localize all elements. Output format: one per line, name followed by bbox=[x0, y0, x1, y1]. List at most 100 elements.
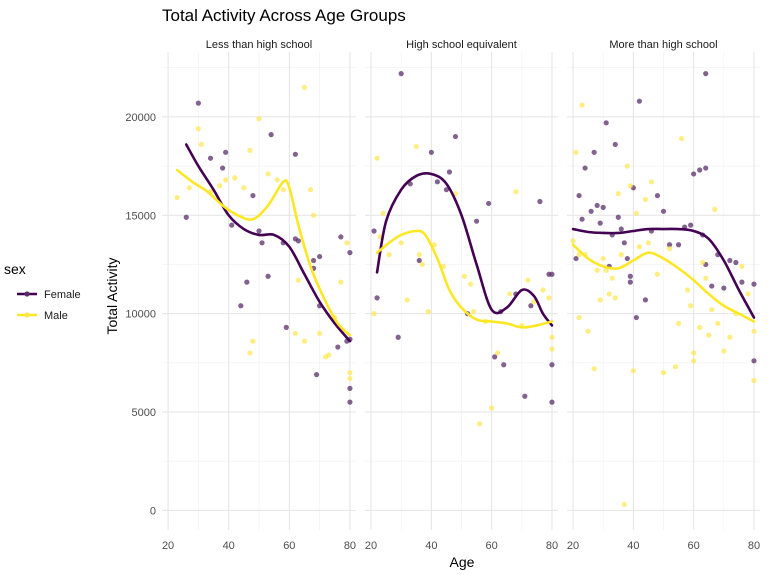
data-point-male bbox=[549, 346, 555, 352]
data-point-male bbox=[256, 116, 262, 122]
data-point-male bbox=[295, 277, 302, 283]
data-point-female bbox=[434, 179, 440, 185]
data-point-male bbox=[751, 328, 757, 334]
data-point-male bbox=[609, 275, 615, 281]
data-point-male bbox=[691, 358, 697, 364]
data-point-male bbox=[636, 244, 642, 250]
data-point-male bbox=[489, 405, 495, 411]
y-tick-label: 15000 bbox=[125, 210, 156, 222]
data-point-male bbox=[232, 175, 238, 181]
data-point-male bbox=[398, 240, 404, 246]
data-point-female bbox=[654, 192, 661, 199]
data-point-female bbox=[265, 273, 271, 279]
data-point-female bbox=[675, 242, 682, 248]
data-point-female bbox=[268, 132, 274, 138]
data-point-female bbox=[573, 255, 579, 262]
x-tick-label: 40 bbox=[627, 540, 639, 552]
data-point-female bbox=[492, 354, 498, 360]
data-point-male bbox=[579, 102, 585, 108]
data-point-female bbox=[615, 214, 621, 220]
legend-key-point-male bbox=[24, 312, 30, 318]
data-point-male bbox=[549, 334, 555, 340]
data-point-female bbox=[727, 257, 733, 264]
smooth-line-male bbox=[175, 168, 352, 337]
y-tick-label: 10000 bbox=[125, 309, 156, 321]
data-point-female bbox=[347, 385, 353, 391]
data-point-male bbox=[675, 320, 682, 327]
data-point-male bbox=[317, 330, 323, 336]
smooth-line-male bbox=[375, 229, 554, 329]
x-tick-label: 40 bbox=[223, 540, 235, 552]
facet-panels: Less than high school 20 40 60 80 0 5000 10000 1… bbox=[125, 39, 760, 552]
data-point-female bbox=[642, 297, 649, 303]
data-point-male bbox=[413, 143, 419, 150]
smooth-line-male bbox=[571, 243, 756, 323]
data-point-female bbox=[452, 133, 459, 140]
data-point-male bbox=[721, 348, 727, 354]
data-point-female bbox=[591, 149, 597, 155]
data-point-male bbox=[624, 163, 630, 169]
data-point-male bbox=[371, 311, 377, 317]
data-point-male bbox=[570, 238, 576, 244]
data-point-female bbox=[446, 169, 453, 175]
data-point-male bbox=[630, 368, 636, 374]
data-point-male bbox=[654, 271, 661, 277]
data-point-male bbox=[660, 370, 667, 376]
x-tick-label: 60 bbox=[283, 540, 295, 552]
data-point-male bbox=[573, 149, 579, 155]
x-tick-label: 80 bbox=[748, 540, 760, 552]
data-point-male bbox=[531, 299, 537, 305]
data-point-male bbox=[467, 281, 474, 287]
data-point-male bbox=[247, 350, 253, 356]
data-point-female bbox=[371, 228, 377, 234]
data-point-male bbox=[195, 126, 201, 132]
data-point-female bbox=[703, 71, 709, 77]
data-point-male bbox=[513, 189, 519, 195]
data-point-male bbox=[374, 155, 380, 161]
y-tick-label: 0 bbox=[150, 505, 156, 517]
data-point-male bbox=[591, 366, 597, 372]
facet-panel: More than high school 20 40 60 80 bbox=[567, 39, 760, 552]
data-point-female bbox=[256, 228, 262, 234]
data-point-male bbox=[419, 261, 425, 268]
data-point-female bbox=[594, 202, 600, 209]
data-point-female bbox=[223, 149, 229, 155]
x-axis-label: Age bbox=[450, 554, 475, 570]
data-point-male bbox=[576, 314, 582, 321]
legend: sex Female Male bbox=[4, 261, 81, 322]
data-point-male bbox=[678, 135, 685, 142]
data-point-female bbox=[428, 149, 434, 155]
data-point-male bbox=[274, 177, 280, 183]
data-point-male bbox=[241, 185, 247, 191]
data-point-male bbox=[301, 338, 308, 344]
data-point-male bbox=[223, 177, 229, 183]
smooth-line-female bbox=[184, 143, 352, 343]
data-point-female bbox=[549, 399, 555, 405]
data-point-female bbox=[597, 220, 603, 226]
data-point-female bbox=[627, 279, 633, 285]
data-point-male bbox=[745, 291, 751, 297]
data-point-male bbox=[461, 273, 468, 279]
data-point-male bbox=[666, 246, 673, 252]
data-point-male bbox=[347, 375, 353, 382]
data-point-female bbox=[691, 171, 697, 177]
data-point-male bbox=[751, 377, 757, 384]
data-point-male bbox=[425, 309, 431, 315]
data-point-female bbox=[621, 240, 627, 246]
data-point-male bbox=[347, 370, 353, 376]
data-point-female bbox=[579, 216, 585, 222]
data-point-female bbox=[588, 208, 594, 214]
data-point-male bbox=[198, 141, 205, 148]
data-point-female bbox=[207, 155, 214, 161]
data-point-female bbox=[283, 324, 289, 330]
facet-panel: Less than high school 20 40 60 80 0 5000 10000 1… bbox=[125, 39, 356, 552]
data-point-male bbox=[621, 501, 627, 508]
data-point-female bbox=[347, 399, 353, 405]
data-point-female bbox=[347, 250, 353, 256]
x-tick-label: 60 bbox=[486, 540, 498, 552]
data-point-female bbox=[549, 271, 555, 277]
data-point-female bbox=[183, 214, 189, 220]
data-point-male bbox=[618, 252, 624, 258]
data-point-male bbox=[404, 297, 410, 303]
data-point-male bbox=[615, 191, 621, 197]
